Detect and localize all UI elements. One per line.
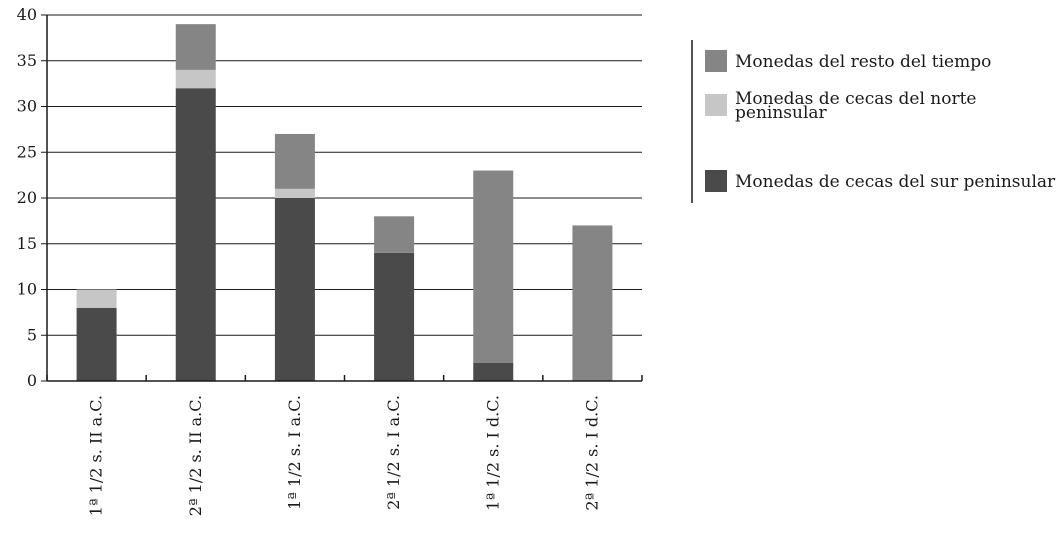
legend-label: Monedas de cecas del sur peninsular [735, 172, 1056, 192]
bar-segment [274, 188, 315, 198]
bar-segment [473, 362, 514, 381]
x-category-label: 1ª 1/2 s. I a.C. [285, 395, 304, 510]
bar-segment [76, 307, 117, 381]
y-tick-label: 5 [27, 325, 37, 344]
y-tick-label: 35 [17, 51, 37, 70]
grid-lines [47, 14, 642, 336]
bar-segment [473, 170, 514, 363]
x-category-label: 2ª 1/2 s. I d.C. [582, 395, 601, 511]
y-tick-label: 30 [17, 97, 37, 116]
bar-segment [274, 198, 315, 381]
x-category-label: 2ª 1/2 s. II a.C. [186, 395, 205, 516]
legend-swatch [705, 94, 727, 116]
bar-segment [374, 216, 415, 253]
bar-segment [175, 69, 216, 89]
x-category-label: 1ª 1/2 s. I d.C. [483, 395, 502, 511]
bar-segment [175, 24, 216, 70]
legend: Monedas del resto del tiempo Monedas de c… [691, 40, 1056, 203]
legend-label: Monedas del resto del tiempo [735, 52, 991, 72]
bar-segment [76, 289, 117, 308]
legend-swatch [705, 50, 727, 72]
bar-segment [374, 252, 415, 381]
bar-segment [175, 88, 216, 381]
legend-label: Monedas de cecas del norte peninsular [735, 89, 977, 123]
y-tick-label: 10 [17, 280, 37, 299]
y-tick-label: 25 [17, 142, 37, 161]
y-axis-ticks: 0 5 10 15 20 25 30 35 40 [17, 5, 47, 390]
y-tick-label: 0 [27, 371, 37, 390]
x-category-label: 1ª 1/2 s. II a.C. [87, 395, 106, 516]
bars [76, 24, 613, 381]
y-tick-label: 15 [17, 234, 37, 253]
y-tick-label: 20 [17, 188, 37, 207]
x-axis-labels: 1ª 1/2 s. II a.C. 2ª 1/2 s. II a.C. 1ª 1/2… [87, 395, 602, 516]
y-tick-label: 40 [17, 5, 37, 24]
legend-swatch [705, 170, 727, 192]
x-category-label: 2ª 1/2 s. I a.C. [384, 395, 403, 510]
bar-segment [572, 225, 613, 381]
bar-segment [274, 133, 315, 189]
